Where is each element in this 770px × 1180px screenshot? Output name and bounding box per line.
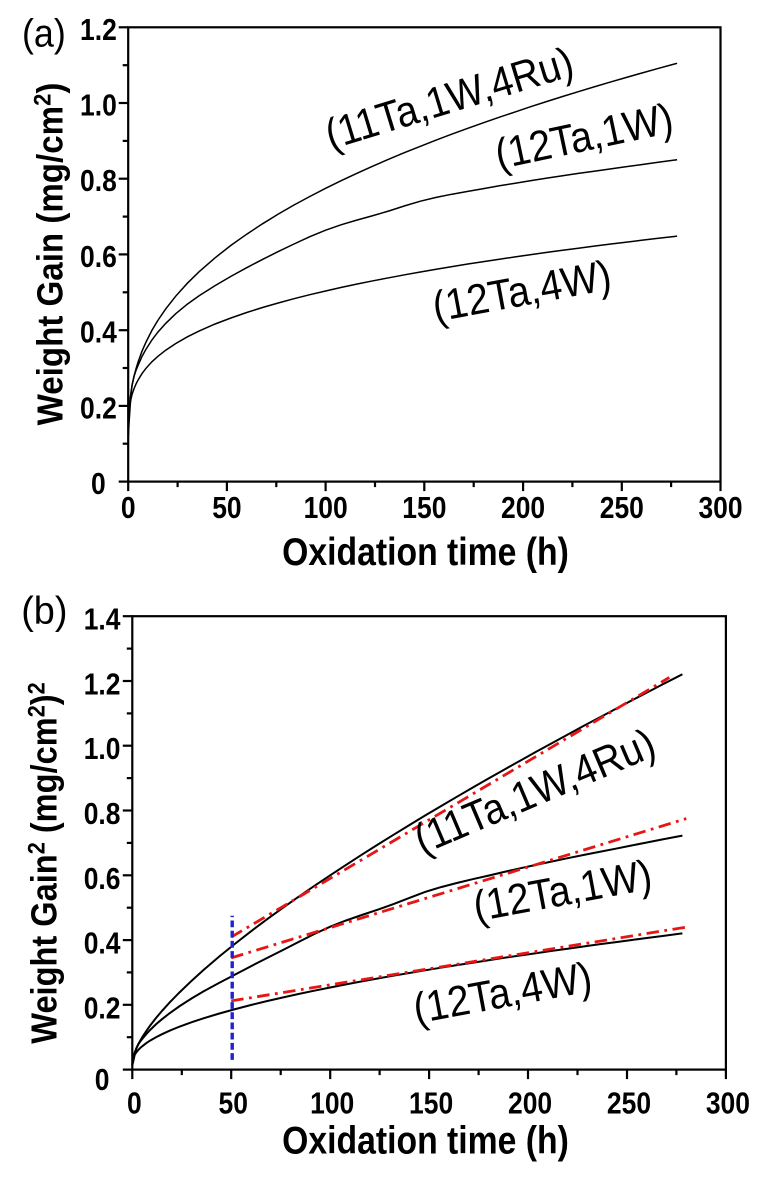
svg-text:Weight Gain2 (mg/cm2)2: Weight Gain2 (mg/cm2)2 bbox=[22, 682, 64, 1043]
svg-text:1.0: 1.0 bbox=[84, 732, 121, 766]
svg-text:0.8: 0.8 bbox=[80, 164, 117, 198]
svg-text:0.6: 0.6 bbox=[80, 240, 117, 274]
svg-text:1.2: 1.2 bbox=[80, 13, 117, 47]
svg-text:0: 0 bbox=[121, 491, 136, 525]
svg-text:Weight Gain (mg/cm2): Weight Gain (mg/cm2) bbox=[29, 83, 71, 426]
svg-text:0: 0 bbox=[127, 1087, 142, 1121]
svg-text:0.4: 0.4 bbox=[84, 927, 121, 961]
svg-text:1.0: 1.0 bbox=[80, 89, 117, 123]
svg-text:250: 250 bbox=[600, 491, 644, 525]
svg-text:50: 50 bbox=[219, 1087, 248, 1121]
svg-text:200: 200 bbox=[501, 491, 545, 525]
svg-text:0: 0 bbox=[91, 467, 106, 501]
svg-text:0.6: 0.6 bbox=[84, 862, 121, 896]
svg-text:50: 50 bbox=[212, 491, 241, 525]
svg-text:150: 150 bbox=[409, 1087, 453, 1121]
svg-text:0: 0 bbox=[95, 1063, 110, 1097]
svg-text:Oxidation time (h): Oxidation time (h) bbox=[282, 1118, 569, 1162]
svg-text:(b): (b) bbox=[21, 589, 67, 633]
svg-text:100: 100 bbox=[310, 1087, 354, 1121]
svg-text:300: 300 bbox=[698, 491, 742, 525]
svg-text:0.2: 0.2 bbox=[80, 391, 117, 425]
svg-text:150: 150 bbox=[402, 491, 446, 525]
svg-text:300: 300 bbox=[706, 1087, 750, 1121]
svg-text:0.2: 0.2 bbox=[84, 991, 121, 1025]
svg-text:(a): (a) bbox=[22, 11, 66, 55]
svg-text:100: 100 bbox=[304, 491, 348, 525]
svg-text:0.8: 0.8 bbox=[84, 797, 121, 831]
svg-text:Oxidation time (h): Oxidation time (h) bbox=[282, 530, 569, 574]
svg-text:1.4: 1.4 bbox=[84, 603, 121, 637]
svg-text:250: 250 bbox=[607, 1087, 651, 1121]
svg-text:0.4: 0.4 bbox=[80, 316, 117, 350]
svg-text:1.2: 1.2 bbox=[84, 668, 121, 702]
svg-text:200: 200 bbox=[508, 1087, 552, 1121]
